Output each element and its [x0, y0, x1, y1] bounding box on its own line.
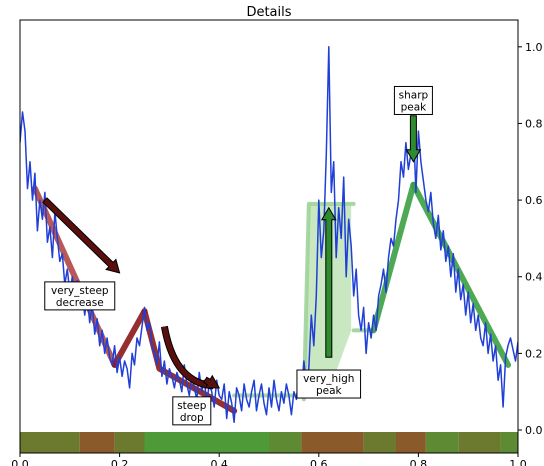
- segment-very_high_peak: [301, 201, 356, 402]
- band-segment-7: [395, 432, 426, 453]
- x-tick-label: 1.0: [509, 458, 527, 466]
- y-tick-label: 0.8: [525, 117, 543, 130]
- band-segment-8: [425, 432, 459, 453]
- plot-frame: [19, 19, 519, 454]
- y-tick-label: 0.4: [525, 271, 543, 284]
- x-tick-label: 0.6: [310, 458, 328, 466]
- band-segment-1: [79, 432, 115, 453]
- segment-steep_increase: [111, 308, 148, 368]
- annotation-label-3: peak: [401, 101, 428, 113]
- annotation-arrow-head-1: [203, 374, 221, 389]
- x-tick-label: 0.2: [111, 458, 129, 466]
- band-segment-9: [458, 432, 501, 453]
- annotation-label-1: drop: [180, 412, 204, 424]
- annotation-label-3: sharp: [399, 89, 429, 101]
- annotation-label-1: steep: [177, 400, 207, 412]
- segment-decrease: [410, 181, 512, 368]
- annotation-arrow-body-1: [161, 326, 214, 389]
- x-tick-label: 0.8: [410, 458, 428, 466]
- bottom-band: [20, 432, 518, 453]
- annotation-arrow-0: [42, 197, 121, 274]
- band-segment-4: [269, 432, 302, 453]
- annotation-label-2: peak: [316, 385, 343, 397]
- band-segment-0: [20, 432, 80, 453]
- band-segment-6: [363, 432, 396, 453]
- y-tick-label: 1.0: [525, 41, 543, 54]
- band-segment-3: [144, 432, 269, 453]
- annotation-box-2: [296, 369, 362, 399]
- annotation-box-3: [393, 85, 433, 115]
- band-segment-10: [500, 432, 518, 453]
- y-tick-label: 0.0: [525, 424, 543, 437]
- annotation-label-2: very_high: [303, 373, 354, 385]
- annotation-arrow-2: [320, 206, 337, 358]
- annotation-label-0: decrease: [56, 297, 104, 309]
- y-tick-label: 0.2: [525, 347, 543, 360]
- band-segment-2: [114, 432, 145, 453]
- y-tick-label: 0.6: [525, 194, 543, 207]
- annotation-arrow-3: [405, 115, 422, 163]
- band-segment-5: [301, 432, 364, 453]
- annotation-label-0: very_steep: [51, 285, 109, 297]
- annotation-box-0: [44, 281, 116, 311]
- annotation-box-1: [172, 396, 212, 426]
- x-tick-label: 0.4: [210, 458, 228, 466]
- chart-title: Details: [246, 5, 291, 20]
- segment-increase: [370, 181, 417, 334]
- signal-line: [20, 46, 518, 424]
- x-tick-label: 0.0: [11, 458, 29, 466]
